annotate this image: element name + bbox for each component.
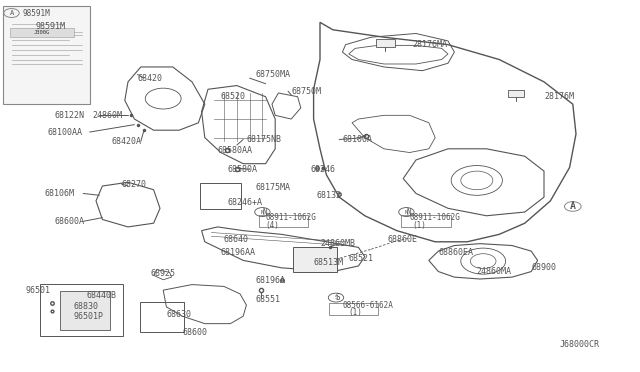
Text: (1): (1) — [413, 221, 427, 230]
Text: S: S — [336, 293, 340, 302]
Text: 68196AA: 68196AA — [221, 248, 256, 257]
Text: A: A — [570, 202, 575, 211]
Text: S: S — [334, 295, 338, 300]
Text: 68551: 68551 — [256, 295, 281, 304]
Text: 68100A: 68100A — [342, 135, 372, 144]
Text: 68860EA: 68860EA — [438, 248, 474, 257]
Text: 08566-6162A: 08566-6162A — [342, 301, 393, 310]
Text: 68420A: 68420A — [112, 137, 142, 146]
Text: 68630: 68630 — [166, 310, 191, 319]
Text: 68420: 68420 — [138, 74, 163, 83]
Text: 68106M: 68106M — [45, 189, 75, 198]
Text: (4): (4) — [266, 221, 280, 230]
Text: 68513M: 68513M — [314, 258, 344, 267]
FancyBboxPatch shape — [3, 6, 90, 104]
Text: 68246: 68246 — [310, 165, 335, 174]
Text: 68246+A: 68246+A — [227, 198, 262, 207]
Text: J300G: J300G — [33, 30, 50, 35]
Text: 68600A: 68600A — [54, 217, 84, 226]
Text: 68640: 68640 — [224, 235, 249, 244]
Text: 28176MA: 28176MA — [413, 40, 448, 49]
Text: A: A — [10, 10, 13, 16]
Text: 28176M: 28176M — [544, 92, 574, 101]
Text: 68175MA: 68175MA — [256, 183, 291, 192]
FancyBboxPatch shape — [376, 39, 395, 47]
Text: 68750MA: 68750MA — [256, 70, 291, 79]
Text: N: N — [262, 208, 267, 217]
Text: 68132: 68132 — [317, 191, 342, 200]
Text: 68440B: 68440B — [86, 291, 116, 300]
Text: 68196A: 68196A — [256, 276, 286, 285]
Text: 96501: 96501 — [26, 286, 51, 295]
Text: N: N — [404, 209, 408, 215]
Text: (1): (1) — [349, 308, 363, 317]
Text: 68521: 68521 — [349, 254, 374, 263]
Text: 68600: 68600 — [182, 328, 207, 337]
Text: 98591M: 98591M — [35, 22, 65, 31]
Text: 08911-1062G: 08911-1062G — [266, 213, 316, 222]
Text: 68830: 68830 — [74, 302, 99, 311]
Text: 68122N: 68122N — [54, 111, 84, 120]
Text: 68580A: 68580A — [227, 165, 257, 174]
FancyBboxPatch shape — [60, 291, 110, 330]
Text: N: N — [406, 208, 411, 217]
Text: 68580AA: 68580AA — [218, 146, 253, 155]
Text: 96501P: 96501P — [74, 312, 104, 321]
Text: 68900: 68900 — [531, 263, 556, 272]
Text: 68520: 68520 — [221, 92, 246, 101]
Text: 68100AA: 68100AA — [48, 128, 83, 137]
Text: 68175NB: 68175NB — [246, 135, 282, 144]
FancyBboxPatch shape — [293, 247, 337, 272]
Text: 68270: 68270 — [122, 180, 147, 189]
Text: 24860M: 24860M — [93, 111, 123, 120]
Text: 68860E: 68860E — [387, 235, 417, 244]
Text: 08911-1062G: 08911-1062G — [410, 213, 460, 222]
Text: A: A — [570, 202, 575, 211]
FancyBboxPatch shape — [10, 28, 74, 37]
Text: J68000CR: J68000CR — [560, 340, 600, 349]
Text: 24860MA: 24860MA — [477, 267, 512, 276]
Text: 98591M: 98591M — [22, 9, 50, 17]
Text: N: N — [260, 209, 264, 215]
Text: 68925: 68925 — [150, 269, 175, 278]
Text: 68750M: 68750M — [291, 87, 321, 96]
Text: 24860MB: 24860MB — [320, 239, 355, 248]
FancyBboxPatch shape — [508, 90, 524, 97]
